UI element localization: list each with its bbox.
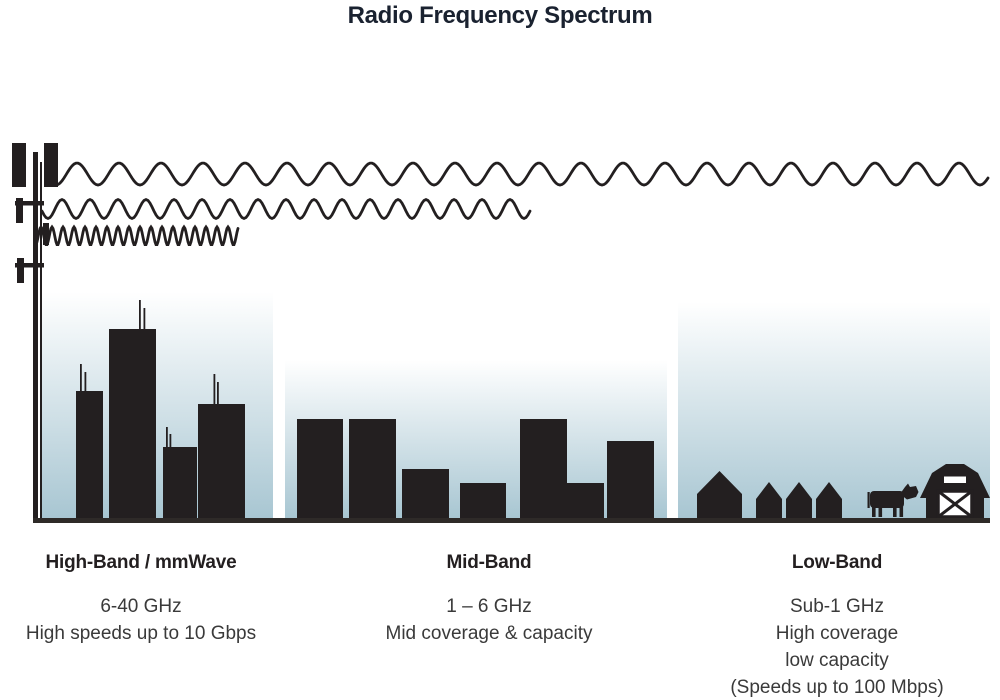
band-frequency-low: Sub-1 GHz xyxy=(790,596,884,617)
cell-tower-icon xyxy=(12,143,58,518)
midband-skyline xyxy=(297,419,654,518)
building xyxy=(76,391,103,518)
antenna-mast xyxy=(213,374,216,405)
ground-line xyxy=(33,518,990,523)
building xyxy=(297,419,343,518)
antenna-mast xyxy=(169,434,172,448)
waves-layer xyxy=(34,161,990,247)
cow-icon xyxy=(867,483,919,517)
band-description-mid: Mid coverage & capacity xyxy=(385,623,593,644)
band-title-low: Low-Band xyxy=(791,552,883,573)
house-icon xyxy=(697,471,742,518)
house-icon xyxy=(816,482,842,518)
highband-skyline xyxy=(76,300,245,518)
building xyxy=(607,441,654,518)
house-icon xyxy=(786,482,812,518)
building xyxy=(349,419,396,518)
building xyxy=(460,483,506,518)
band-description-high: High speeds up to 10 Gbps xyxy=(25,623,257,644)
band-description-low2: low capacity xyxy=(785,650,889,671)
antenna-mast xyxy=(217,382,219,405)
band-frequency-high: 6-40 GHz xyxy=(100,596,182,617)
barn-door xyxy=(936,489,974,519)
building xyxy=(520,419,567,518)
antenna-mast xyxy=(143,308,146,330)
high-frequency-wave xyxy=(34,224,240,247)
lowband-farm xyxy=(697,464,990,519)
band-description-low3: (Speeds up to 100 Mbps) xyxy=(730,677,944,698)
band-frequency-mid: 1 – 6 GHz xyxy=(446,596,532,617)
antenna-mast xyxy=(139,300,141,330)
house-icon xyxy=(756,482,782,518)
antenna-mast xyxy=(80,364,82,392)
band-label-high: High-Band / mmWave 6-40 GHz High speeds … xyxy=(10,549,272,647)
page-title: Radio Frequency Spectrum xyxy=(347,2,653,29)
building xyxy=(402,469,449,518)
building xyxy=(163,447,197,518)
building xyxy=(567,483,604,518)
band-description-low: High coverage xyxy=(775,623,899,644)
antenna-mast xyxy=(166,427,168,448)
band-title-high: High-Band / mmWave xyxy=(45,552,237,573)
band-title-mid: Mid-Band xyxy=(446,552,532,573)
barn-icon xyxy=(920,464,990,519)
low-frequency-wave xyxy=(56,161,990,187)
band-label-low: Low-Band Sub-1 GHz High coverage low cap… xyxy=(687,549,987,700)
building xyxy=(109,329,156,518)
mid-frequency-wave xyxy=(40,197,532,221)
band-label-mid: Mid-Band 1 – 6 GHz Mid coverage & capaci… xyxy=(358,549,620,647)
antenna-mast xyxy=(84,372,87,392)
building xyxy=(198,404,245,518)
